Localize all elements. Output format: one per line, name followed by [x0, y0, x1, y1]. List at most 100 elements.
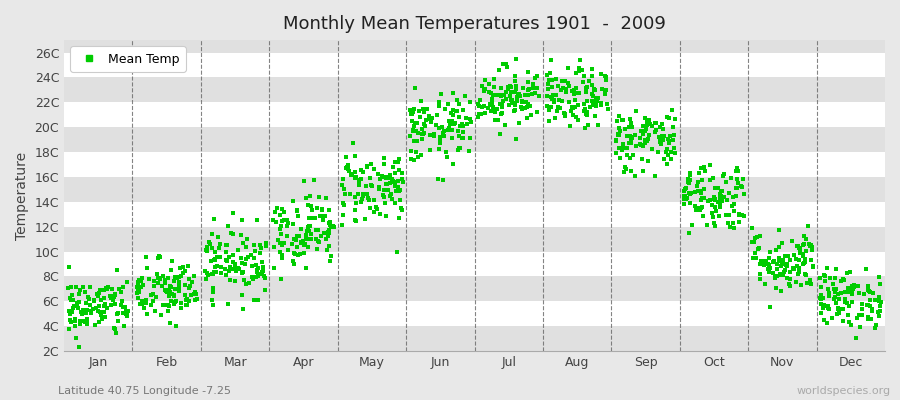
- Point: [613, 154, 627, 161]
- Point: [815, 305, 830, 311]
- Point: [310, 238, 325, 244]
- Point: [348, 168, 363, 175]
- Point: [434, 90, 448, 97]
- Point: [308, 215, 322, 221]
- Point: [256, 258, 270, 265]
- Point: [274, 230, 288, 237]
- Point: [205, 271, 220, 277]
- Point: [860, 284, 875, 291]
- Point: [140, 254, 154, 260]
- Point: [634, 128, 648, 135]
- Point: [624, 140, 638, 146]
- Point: [676, 201, 690, 207]
- Point: [221, 254, 236, 260]
- Point: [621, 124, 635, 130]
- Point: [303, 223, 318, 230]
- Point: [146, 291, 160, 297]
- Point: [832, 310, 846, 316]
- Point: [257, 286, 272, 293]
- Point: [763, 304, 778, 310]
- Point: [540, 71, 554, 78]
- Point: [753, 257, 768, 264]
- Point: [844, 289, 859, 295]
- Point: [780, 253, 795, 259]
- Point: [98, 314, 112, 321]
- Point: [816, 272, 831, 278]
- Point: [472, 111, 486, 118]
- Point: [212, 234, 226, 240]
- Point: [437, 128, 452, 134]
- Point: [796, 252, 810, 259]
- Point: [69, 284, 84, 290]
- Point: [356, 193, 370, 199]
- Bar: [64, 127, 885, 152]
- Point: [181, 262, 195, 269]
- Point: [86, 296, 101, 303]
- Point: [373, 176, 387, 183]
- Point: [301, 224, 315, 230]
- Point: [388, 180, 402, 187]
- Point: [724, 175, 738, 181]
- Point: [860, 302, 875, 309]
- Point: [747, 239, 761, 245]
- Point: [620, 132, 634, 139]
- Point: [349, 173, 364, 180]
- Point: [817, 302, 832, 308]
- Y-axis label: Temperature: Temperature: [15, 152, 29, 240]
- Point: [217, 266, 231, 272]
- Point: [173, 264, 187, 271]
- Point: [184, 278, 199, 285]
- Point: [107, 325, 122, 331]
- Point: [526, 90, 540, 97]
- Point: [728, 168, 742, 174]
- Point: [407, 106, 421, 112]
- Point: [208, 256, 222, 262]
- Point: [172, 279, 186, 286]
- Point: [779, 261, 794, 267]
- Point: [296, 242, 310, 248]
- Point: [449, 108, 464, 114]
- Point: [521, 92, 535, 98]
- Point: [508, 106, 523, 113]
- Point: [628, 131, 643, 138]
- Point: [680, 176, 695, 182]
- Point: [77, 318, 92, 324]
- Point: [829, 286, 843, 292]
- Point: [392, 214, 407, 221]
- Point: [713, 204, 727, 210]
- Point: [504, 88, 518, 95]
- Point: [158, 277, 172, 284]
- Point: [423, 116, 437, 122]
- Point: [482, 89, 496, 96]
- Point: [388, 170, 402, 176]
- Point: [763, 248, 778, 255]
- Point: [131, 278, 146, 285]
- Point: [690, 179, 705, 185]
- Point: [773, 270, 788, 277]
- Point: [544, 57, 558, 64]
- Point: [411, 154, 426, 160]
- Point: [104, 295, 118, 302]
- Point: [542, 118, 556, 124]
- Point: [547, 115, 562, 121]
- Point: [698, 168, 713, 174]
- Point: [661, 136, 675, 142]
- Point: [569, 70, 583, 76]
- Point: [310, 204, 324, 211]
- Point: [778, 267, 792, 274]
- Text: worldspecies.org: worldspecies.org: [796, 386, 891, 396]
- Point: [590, 103, 604, 109]
- Point: [288, 251, 302, 258]
- Point: [97, 309, 112, 316]
- Point: [72, 318, 86, 324]
- Point: [413, 98, 428, 104]
- Point: [316, 217, 330, 223]
- Point: [159, 302, 174, 308]
- Point: [665, 136, 680, 143]
- Point: [296, 178, 310, 185]
- Point: [827, 286, 842, 292]
- Point: [508, 88, 522, 95]
- Point: [349, 200, 364, 206]
- Point: [133, 284, 148, 291]
- Point: [787, 252, 801, 258]
